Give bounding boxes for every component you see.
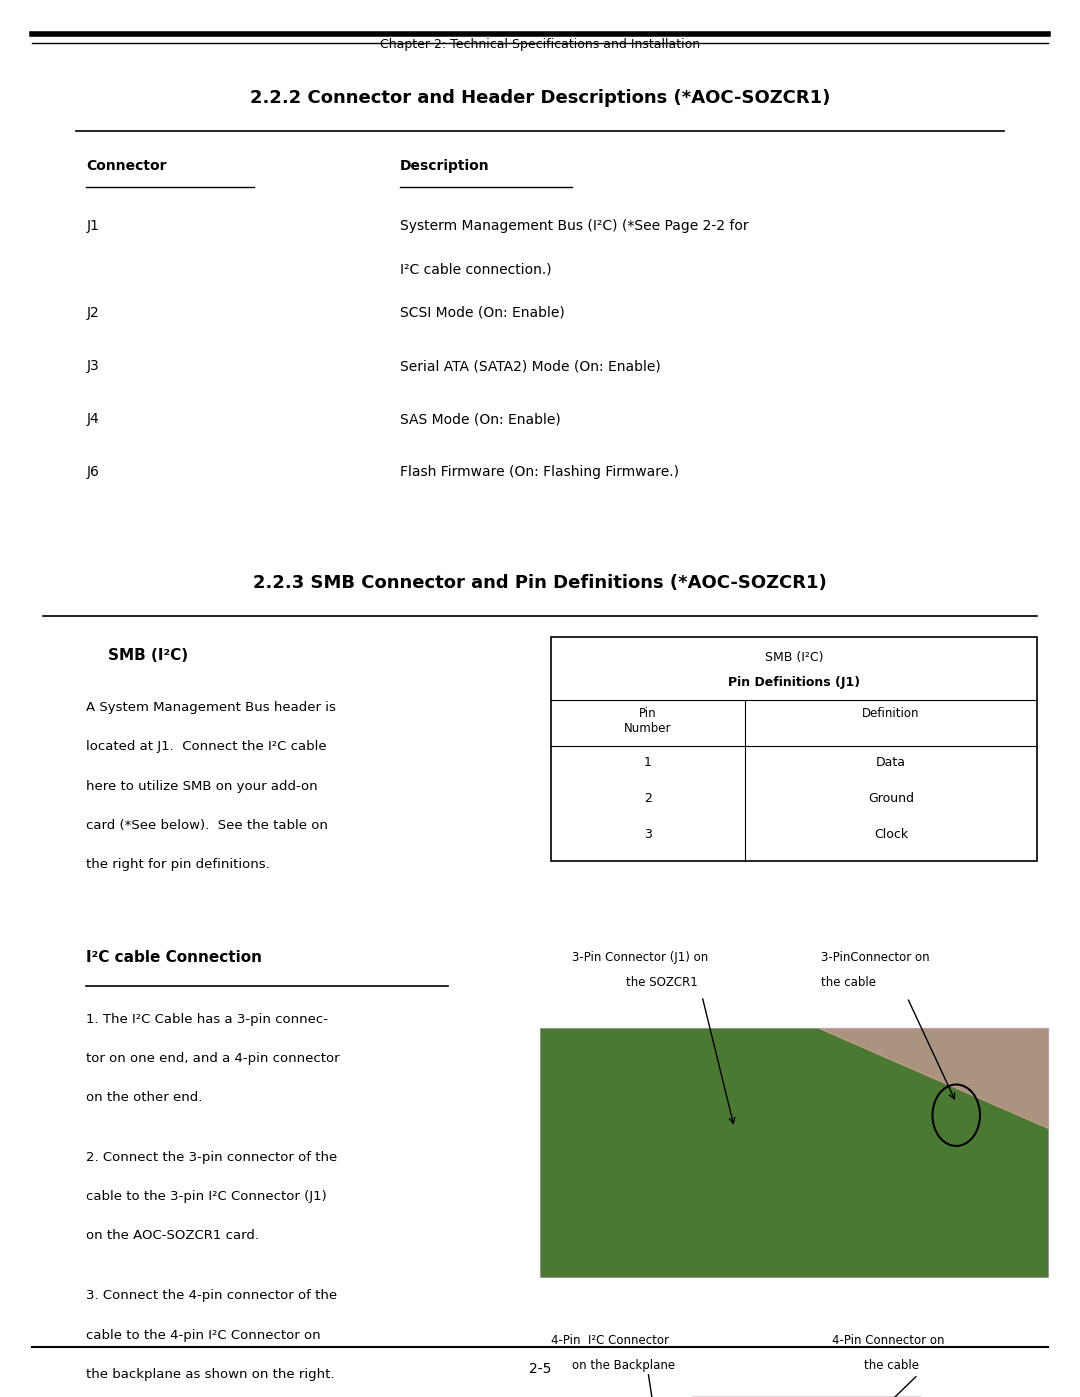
Text: J6: J6	[86, 465, 99, 479]
Text: J1: J1	[86, 219, 99, 233]
Text: Pin
Number: Pin Number	[624, 707, 672, 735]
Text: Ground: Ground	[868, 792, 914, 805]
Text: 2-5: 2-5	[529, 1362, 551, 1376]
Text: I²C cable Connection: I²C cable Connection	[86, 950, 262, 965]
Text: Systerm Management Bus (I²C) (*See Page 2-2 for: Systerm Management Bus (I²C) (*See Page …	[400, 219, 748, 233]
Text: the right for pin definitions.: the right for pin definitions.	[86, 858, 270, 870]
Text: Connector: Connector	[86, 159, 167, 173]
Text: Clock: Clock	[874, 828, 908, 841]
Text: Definition: Definition	[862, 707, 920, 719]
Bar	[551, 637, 1037, 861]
Text: SMB (I²C): SMB (I²C)	[765, 651, 823, 664]
Polygon shape	[819, 1028, 1048, 1127]
Text: 3-PinConnector on: 3-PinConnector on	[821, 951, 930, 964]
Text: Description: Description	[400, 159, 489, 173]
Text: 2: 2	[644, 792, 652, 805]
Text: 1. The I²C Cable has a 3-pin connec-: 1. The I²C Cable has a 3-pin connec-	[86, 1013, 328, 1025]
Text: cable to the 3-pin I²C Connector (J1): cable to the 3-pin I²C Connector (J1)	[86, 1190, 327, 1203]
Text: 1: 1	[644, 756, 652, 768]
Text: SMB (I²C): SMB (I²C)	[108, 648, 188, 664]
Text: SCSI Mode (On: Enable): SCSI Mode (On: Enable)	[400, 306, 565, 320]
Text: 3-Pin Connector (J1) on: 3-Pin Connector (J1) on	[572, 951, 708, 964]
Text: the SOZCR1: the SOZCR1	[626, 977, 698, 989]
Text: Serial ATA (SATA2) Mode (On: Enable): Serial ATA (SATA2) Mode (On: Enable)	[400, 359, 660, 373]
Text: tor on one end, and a 4-pin connector: tor on one end, and a 4-pin connector	[86, 1052, 340, 1065]
Text: J2: J2	[86, 306, 99, 320]
Text: the cable: the cable	[864, 1359, 919, 1372]
Text: SAS Mode (On: Enable): SAS Mode (On: Enable)	[400, 412, 561, 426]
Text: the backplane as shown on the right.: the backplane as shown on the right.	[86, 1368, 335, 1380]
Text: on the Backplane: on the Backplane	[572, 1359, 675, 1372]
Text: on the other end.: on the other end.	[86, 1091, 203, 1104]
Text: card (*See below).  See the table on: card (*See below). See the table on	[86, 819, 328, 831]
Text: 2.2.3 SMB Connector and Pin Definitions (*AOC-SOZCR1): 2.2.3 SMB Connector and Pin Definitions …	[253, 574, 827, 592]
Text: located at J1.  Connect the I²C cable: located at J1. Connect the I²C cable	[86, 740, 327, 753]
Text: 2. Connect the 3-pin connector of the: 2. Connect the 3-pin connector of the	[86, 1151, 338, 1164]
Text: J3: J3	[86, 359, 99, 373]
Text: Flash Firmware (On: Flashing Firmware.): Flash Firmware (On: Flashing Firmware.)	[400, 465, 678, 479]
Text: the cable: the cable	[821, 977, 876, 989]
Text: here to utilize SMB on your add-on: here to utilize SMB on your add-on	[86, 780, 318, 792]
Text: on the AOC-SOZCR1 card.: on the AOC-SOZCR1 card.	[86, 1229, 259, 1242]
Text: cable to the 4-pin I²C Connector on: cable to the 4-pin I²C Connector on	[86, 1329, 321, 1341]
Bar	[540, 1028, 1048, 1277]
Text: I²C cable connection.): I²C cable connection.)	[400, 263, 551, 277]
Text: 4-Pin  I²C Connector: 4-Pin I²C Connector	[551, 1334, 669, 1347]
Text: 4-Pin Connector on: 4-Pin Connector on	[832, 1334, 944, 1347]
Text: Chapter 2: Technical Specifications and Installation: Chapter 2: Technical Specifications and …	[380, 38, 700, 50]
Text: 2.2.2 Connector and Header Descriptions (*AOC-SOZCR1): 2.2.2 Connector and Header Descriptions …	[249, 89, 831, 108]
Text: J4: J4	[86, 412, 99, 426]
Text: 3. Connect the 4-pin connector of the: 3. Connect the 4-pin connector of the	[86, 1289, 338, 1302]
Text: Pin Definitions (J1): Pin Definitions (J1)	[728, 676, 860, 689]
Text: Data: Data	[876, 756, 906, 768]
Text: A System Management Bus header is: A System Management Bus header is	[86, 701, 336, 714]
Text: 3: 3	[644, 828, 652, 841]
